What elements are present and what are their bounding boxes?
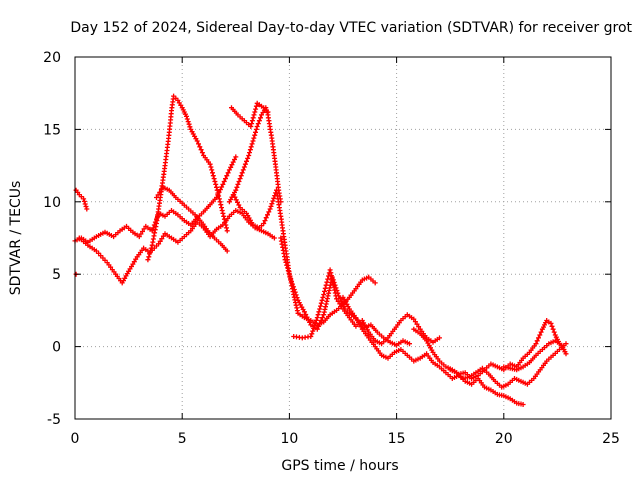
data-marker-path (447, 341, 569, 390)
series-track-h (231, 187, 378, 328)
series-track-m (447, 341, 569, 390)
grid-lines (75, 57, 611, 419)
chart-title: Day 152 of 2024, Sidereal Day-to-day VTE… (70, 20, 632, 36)
y-tick-label: 20 (43, 50, 61, 66)
x-tick-label: 25 (602, 431, 620, 447)
series-track-d (145, 93, 230, 263)
y-tick-label: 10 (43, 195, 61, 211)
series-track-e (154, 184, 230, 254)
data-marker-path (501, 338, 569, 373)
series-track-j (291, 267, 442, 347)
x-tick-label: 15 (388, 431, 406, 447)
data-marker-path (291, 267, 442, 347)
x-tick-label: 5 (178, 431, 187, 447)
data-marker-path (73, 187, 90, 212)
y-tick-label: 15 (43, 122, 61, 138)
plot-frame (74, 56, 612, 420)
series-track-g (229, 100, 271, 129)
data-marker-path (154, 184, 230, 254)
series-track-f (226, 105, 284, 205)
y-tick-label: 5 (52, 267, 61, 283)
axis-ticks: 0 5 10 15 20 25 -5 0 5 10 15 20 (43, 50, 620, 447)
x-tick-label: 0 (71, 431, 80, 447)
series-track-a (73, 187, 90, 212)
y-tick-label: -5 (47, 412, 61, 428)
x-tick-label: 10 (280, 431, 298, 447)
data-points (72, 93, 569, 407)
y-axis-label: SDTVAR / TECUs (8, 181, 24, 296)
data-marker-path (231, 187, 378, 328)
data-marker-path (76, 208, 277, 286)
series-track-n (501, 338, 569, 373)
y-tick-label: 0 (52, 340, 61, 356)
x-axis-label: GPS time / hours (281, 458, 398, 474)
data-marker-path (226, 105, 284, 205)
data-marker-path (145, 93, 230, 263)
series-track-c (76, 208, 277, 286)
data-marker-path (229, 100, 271, 129)
x-tick-label: 20 (495, 431, 513, 447)
